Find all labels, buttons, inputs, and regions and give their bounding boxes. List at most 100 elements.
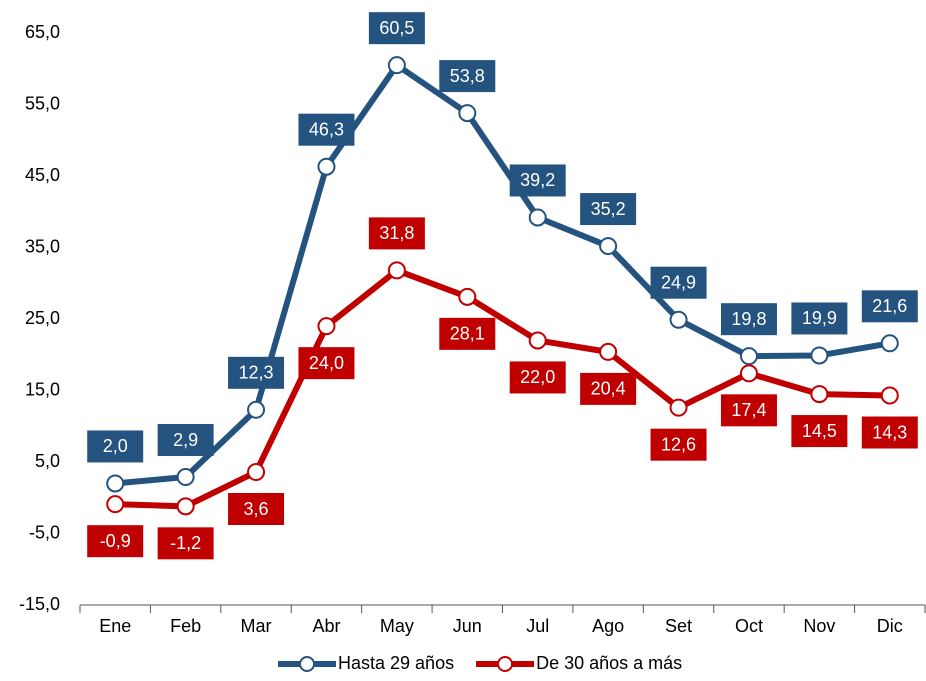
point bbox=[739, 347, 758, 366]
legend-marker bbox=[497, 656, 514, 672]
x-tick-label: Oct bbox=[735, 616, 763, 636]
legend-label: Hasta 29 años bbox=[338, 653, 454, 673]
label-box bbox=[439, 317, 496, 350]
label-box bbox=[720, 303, 777, 336]
point bbox=[599, 237, 618, 256]
label-box bbox=[298, 113, 355, 146]
y-tick-label: 25,0 bbox=[25, 308, 60, 328]
label-box bbox=[298, 347, 355, 380]
point bbox=[176, 497, 195, 516]
point bbox=[317, 317, 336, 336]
data-label: 19,8 bbox=[731, 309, 766, 329]
data-label: 21,6 bbox=[872, 296, 907, 316]
label-box bbox=[228, 493, 285, 526]
data-label: -0,9 bbox=[100, 531, 131, 551]
point bbox=[599, 342, 618, 361]
x-tick-label: Dic bbox=[877, 616, 903, 636]
label-box bbox=[791, 415, 848, 448]
label-box bbox=[650, 428, 707, 461]
data-label: 24,9 bbox=[661, 272, 696, 292]
legend-marker bbox=[299, 656, 315, 672]
y-tick-label: 55,0 bbox=[25, 93, 60, 113]
label-box bbox=[791, 302, 848, 335]
data-label: 22,0 bbox=[520, 367, 555, 387]
series-line bbox=[114, 62, 891, 487]
point bbox=[528, 331, 547, 350]
label-box bbox=[439, 60, 496, 93]
data-label: 2,9 bbox=[173, 430, 198, 450]
label-box bbox=[157, 527, 214, 560]
x-tick-label: Feb bbox=[170, 616, 201, 636]
point bbox=[669, 310, 688, 329]
data-label: 2,0 bbox=[103, 436, 128, 456]
data-label: 31,8 bbox=[379, 223, 414, 243]
label-box bbox=[650, 266, 707, 299]
point bbox=[247, 400, 266, 419]
point bbox=[106, 474, 125, 493]
y-tick-label: 35,0 bbox=[25, 236, 60, 256]
y-tick-label: 45,0 bbox=[25, 165, 60, 185]
label-box bbox=[368, 12, 425, 45]
label-box bbox=[509, 164, 566, 197]
data-label: 28,1 bbox=[450, 324, 485, 344]
point bbox=[810, 385, 829, 404]
label-box bbox=[157, 424, 214, 457]
data-label: 39,2 bbox=[520, 170, 555, 190]
label-box bbox=[861, 416, 918, 449]
x-tick-label: Abr bbox=[312, 616, 340, 636]
x-tick-label: Jun bbox=[453, 616, 482, 636]
data-label: 3,6 bbox=[244, 499, 269, 519]
data-label: 17,4 bbox=[731, 400, 766, 420]
x-tick-label: Mar bbox=[241, 616, 272, 636]
data-label: 60,5 bbox=[379, 18, 414, 38]
x-tick-label: May bbox=[380, 616, 414, 636]
point bbox=[387, 56, 406, 75]
point bbox=[739, 364, 758, 383]
data-label: 53,8 bbox=[450, 66, 485, 86]
x-tick-label: Nov bbox=[803, 616, 835, 636]
data-label: 24,0 bbox=[309, 353, 344, 373]
data-label: 35,2 bbox=[591, 199, 626, 219]
x-tick-label: Jul bbox=[526, 616, 549, 636]
label-box bbox=[580, 193, 637, 226]
y-tick-label: 65,0 bbox=[25, 22, 60, 42]
y-tick-label: 5,0 bbox=[35, 451, 60, 471]
point bbox=[247, 463, 266, 482]
y-tick-label: 15,0 bbox=[25, 379, 60, 399]
point bbox=[880, 386, 899, 405]
data-label: 14,3 bbox=[872, 422, 907, 442]
x-tick-label: Ene bbox=[99, 616, 131, 636]
label-box bbox=[87, 430, 144, 463]
y-tick-label: -5,0 bbox=[29, 522, 60, 542]
label-box bbox=[87, 525, 144, 558]
label-box bbox=[720, 394, 777, 427]
point bbox=[106, 495, 125, 514]
point bbox=[317, 157, 336, 176]
label-box bbox=[368, 217, 425, 250]
data-label: 12,6 bbox=[661, 434, 696, 454]
point bbox=[880, 334, 899, 353]
point bbox=[669, 398, 688, 417]
point bbox=[528, 208, 547, 227]
data-label: 19,9 bbox=[802, 308, 837, 328]
x-tick-label: Ago bbox=[592, 616, 624, 636]
point bbox=[387, 261, 406, 280]
y-tick-label: -15,0 bbox=[19, 594, 60, 614]
data-label: 12,3 bbox=[239, 363, 274, 383]
point bbox=[458, 287, 477, 306]
data-label: 20,4 bbox=[591, 379, 626, 399]
label-box bbox=[861, 290, 918, 323]
data-label: 14,5 bbox=[802, 421, 837, 441]
x-tick-label: Set bbox=[665, 616, 692, 636]
point bbox=[458, 104, 477, 123]
label-box bbox=[228, 356, 285, 389]
data-label: 46,3 bbox=[309, 119, 344, 139]
label-box bbox=[580, 372, 637, 405]
point bbox=[176, 468, 195, 487]
label-box bbox=[509, 361, 566, 394]
legend-label: De 30 años a más bbox=[536, 653, 682, 673]
series-line bbox=[115, 267, 890, 510]
point bbox=[810, 346, 829, 365]
data-label: -1,2 bbox=[170, 533, 201, 553]
